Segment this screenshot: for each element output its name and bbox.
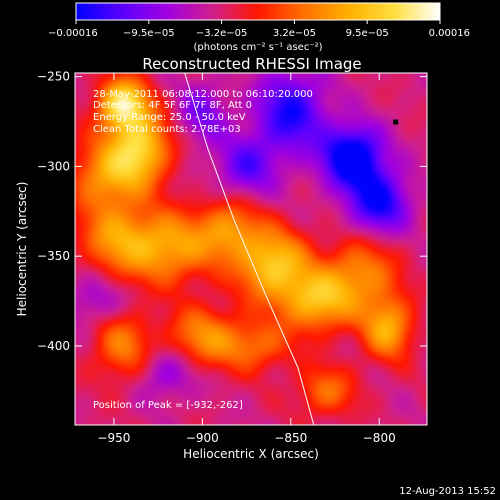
- annotation-energy-range: Energy Range: 25.0 - 50.0 keV: [93, 112, 246, 123]
- plot-frame: [74, 72, 428, 426]
- chart-title: Reconstructed RHESSI Image: [142, 55, 361, 73]
- x-axis-label: Heliocentric X (arcsec): [183, 447, 319, 461]
- y-axis-ticks: −250 −300 −350 −400: [37, 70, 427, 353]
- colorbar-tick-label: −9.5e−05: [123, 28, 175, 39]
- x-tick-label: −850: [274, 431, 307, 445]
- colorbar-unit-label: (photons cm⁻² s⁻¹ asec⁻²): [193, 42, 322, 53]
- x-tick-label: −950: [97, 431, 130, 445]
- colorbar-tick-label: 3.2e−05: [273, 28, 316, 39]
- y-tick-label: −350: [37, 249, 70, 263]
- peak-position-label: Position of Peak = [-932,-262]: [93, 400, 243, 411]
- y-tick-label: −300: [37, 159, 70, 173]
- colorbar: [75, 2, 441, 21]
- y-tick-label: −250: [37, 70, 70, 84]
- solar-limb-line: [184, 73, 315, 425]
- footer-timestamp: 12-Aug-2013 15:52: [399, 486, 496, 497]
- peak-marker: [393, 119, 399, 125]
- colorbar-ticks: −0.00016 −9.5e−05 −3.2e−05 3.2e−05 9.5e−05 0.…: [48, 20, 470, 39]
- x-tick-label: −800: [363, 431, 396, 445]
- annotation-time-range: 28-May-2011 06:08:12.000 to 06:10:20.000: [93, 89, 313, 100]
- colorbar-tick-label: −3.2e−05: [196, 28, 248, 39]
- y-axis-label: Heliocentric Y (arcsec): [15, 182, 29, 317]
- colorbar-tick-label: 9.5e−05: [346, 28, 389, 39]
- x-axis-ticks: −950 −900 −850 −800: [97, 73, 396, 445]
- annotation-total-counts: Clean Total counts: 2.78E+03: [93, 124, 241, 135]
- colorbar-tick-label: 0.00016: [429, 28, 470, 39]
- annotation-detectors: Detectors: 4F 5F 6F 7F 8F, Att 0: [93, 100, 252, 111]
- colorbar-tick-label: −0.00016: [48, 28, 98, 39]
- y-tick-label: −400: [37, 339, 70, 353]
- heatmap-image: [75, 73, 427, 425]
- x-tick-label: −900: [186, 431, 219, 445]
